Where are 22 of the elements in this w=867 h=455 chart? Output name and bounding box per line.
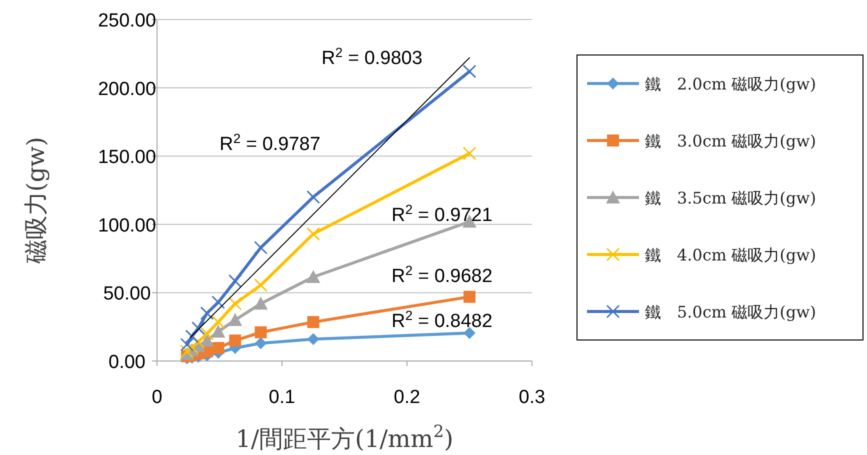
annotation: R$^{2}$ = 0.9803	[322, 44, 422, 69]
x-tick-label: 0.1	[268, 387, 296, 408]
legend-label: 鐵 3.0cm 磁吸力(gw)	[645, 132, 816, 150]
legend-label: 鐵 5.0cm 磁吸力(gw)	[645, 302, 816, 322]
legend-label: 鐵 2.0cm 磁吸力(gw)	[645, 74, 816, 94]
y-tick-label: 150.00	[98, 147, 156, 168]
legend-label: 鐵 4.0cm 磁吸力(gw)	[645, 246, 816, 264]
y-tick-label: 200.00	[98, 78, 156, 100]
annotation: R$^{2}$ = 0.9682	[392, 262, 492, 287]
legend-label: 鐵 3.5cm 磁吸力(gw)	[645, 188, 816, 208]
x-axis-title: 1/間距平方(1/mm$^{2}$)	[236, 421, 454, 453]
x-tick-label: 0.3	[518, 387, 546, 408]
annotation: R$^{2}$ = 0.8482	[392, 308, 492, 332]
y-tick-label: 50.00	[103, 284, 151, 305]
annotation: R$^{2}$ = 0.9787	[220, 130, 320, 155]
annotation: R$^{2}$ = 0.9721	[392, 202, 492, 226]
y-tick-label: 100.00	[98, 215, 156, 236]
y-tick-label: 250.00	[98, 10, 156, 32]
x-tick-label: 0	[152, 387, 162, 408]
y-axis-title: 磁吸力(gw)	[22, 136, 50, 265]
x-tick-label: 0.2	[394, 387, 420, 408]
y-tick-label: 0.00	[108, 352, 146, 373]
